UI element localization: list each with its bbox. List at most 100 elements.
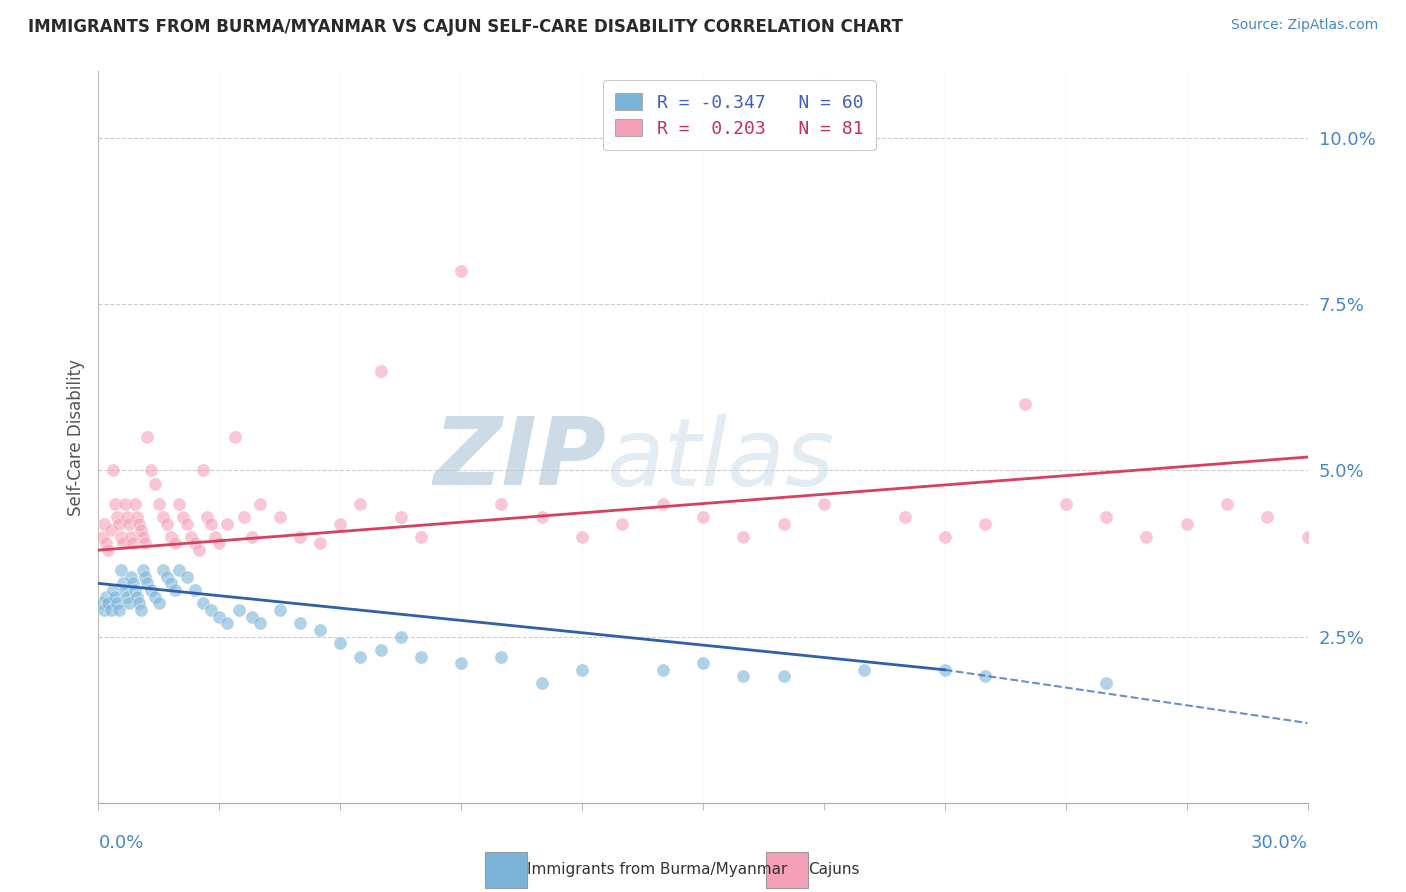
Point xyxy=(772,516,794,531)
Point xyxy=(269,603,291,617)
Point xyxy=(1054,497,1077,511)
Point xyxy=(143,476,166,491)
Point xyxy=(125,509,148,524)
Point xyxy=(121,576,143,591)
Point xyxy=(329,516,352,531)
Point xyxy=(530,676,553,690)
Point xyxy=(370,643,392,657)
Point xyxy=(163,536,186,550)
Point xyxy=(100,523,122,537)
Point xyxy=(853,663,876,677)
Point xyxy=(139,463,162,477)
Point xyxy=(1376,543,1399,558)
Point xyxy=(217,616,239,631)
Point xyxy=(156,516,179,531)
Point xyxy=(893,509,915,524)
Text: 30.0%: 30.0% xyxy=(1251,834,1308,852)
Point xyxy=(120,530,142,544)
Point xyxy=(204,530,226,544)
Point xyxy=(217,516,239,531)
Point xyxy=(193,596,215,610)
Point xyxy=(91,596,114,610)
Point xyxy=(114,582,136,597)
Y-axis label: Self-Care Disability: Self-Care Disability xyxy=(66,359,84,516)
Point xyxy=(103,497,125,511)
Point xyxy=(193,463,215,477)
Point xyxy=(135,576,157,591)
Point xyxy=(1095,509,1118,524)
Point xyxy=(176,516,198,531)
Point xyxy=(121,536,143,550)
Text: Cajuns: Cajuns xyxy=(808,863,860,877)
Text: 0.0%: 0.0% xyxy=(98,834,143,852)
Point xyxy=(129,523,152,537)
Point xyxy=(733,530,755,544)
Point xyxy=(96,536,118,550)
Point xyxy=(571,663,593,677)
Point xyxy=(160,530,183,544)
Point xyxy=(934,663,956,677)
Point xyxy=(1135,530,1157,544)
Point xyxy=(124,497,146,511)
Point xyxy=(101,582,124,597)
Point xyxy=(733,669,755,683)
Point xyxy=(107,516,129,531)
Point xyxy=(118,596,141,610)
Point xyxy=(309,623,332,637)
Point xyxy=(232,509,254,524)
Point xyxy=(125,590,148,604)
Point xyxy=(200,516,222,531)
Point xyxy=(128,516,150,531)
Point xyxy=(139,582,162,597)
Point xyxy=(132,563,155,577)
Point xyxy=(409,530,432,544)
Point xyxy=(120,570,142,584)
Point xyxy=(152,509,174,524)
Point xyxy=(91,530,114,544)
Point xyxy=(409,649,432,664)
Point xyxy=(1337,536,1360,550)
Point xyxy=(110,530,132,544)
Point xyxy=(240,530,263,544)
Point xyxy=(172,509,194,524)
Point xyxy=(224,430,246,444)
Point xyxy=(134,536,156,550)
Point xyxy=(1256,509,1278,524)
Text: Source: ZipAtlas.com: Source: ZipAtlas.com xyxy=(1230,18,1378,32)
Point xyxy=(651,497,673,511)
Point xyxy=(101,463,124,477)
Point xyxy=(93,516,115,531)
Point xyxy=(124,582,146,597)
Point xyxy=(167,497,190,511)
Point xyxy=(249,497,271,511)
Point xyxy=(228,603,250,617)
Point xyxy=(772,669,794,683)
Point xyxy=(813,497,835,511)
Point xyxy=(188,543,211,558)
Point xyxy=(184,582,207,597)
Point xyxy=(269,509,291,524)
Point xyxy=(152,563,174,577)
Text: Immigrants from Burma/Myanmar: Immigrants from Burma/Myanmar xyxy=(527,863,787,877)
Point xyxy=(1296,530,1319,544)
Point xyxy=(389,630,412,644)
Point xyxy=(450,656,472,670)
Point xyxy=(111,576,134,591)
Point xyxy=(129,603,152,617)
Point xyxy=(107,603,129,617)
Point xyxy=(105,596,128,610)
Point xyxy=(100,603,122,617)
Point xyxy=(134,570,156,584)
Point xyxy=(491,497,513,511)
Point xyxy=(103,590,125,604)
Point xyxy=(128,596,150,610)
Point xyxy=(200,603,222,617)
Point xyxy=(1095,676,1118,690)
Point xyxy=(135,430,157,444)
Text: IMMIGRANTS FROM BURMA/MYANMAR VS CAJUN SELF-CARE DISABILITY CORRELATION CHART: IMMIGRANTS FROM BURMA/MYANMAR VS CAJUN S… xyxy=(28,18,903,36)
Text: ZIP: ZIP xyxy=(433,413,606,505)
Point xyxy=(530,509,553,524)
Point xyxy=(114,497,136,511)
Point xyxy=(97,596,120,610)
Point xyxy=(156,570,179,584)
